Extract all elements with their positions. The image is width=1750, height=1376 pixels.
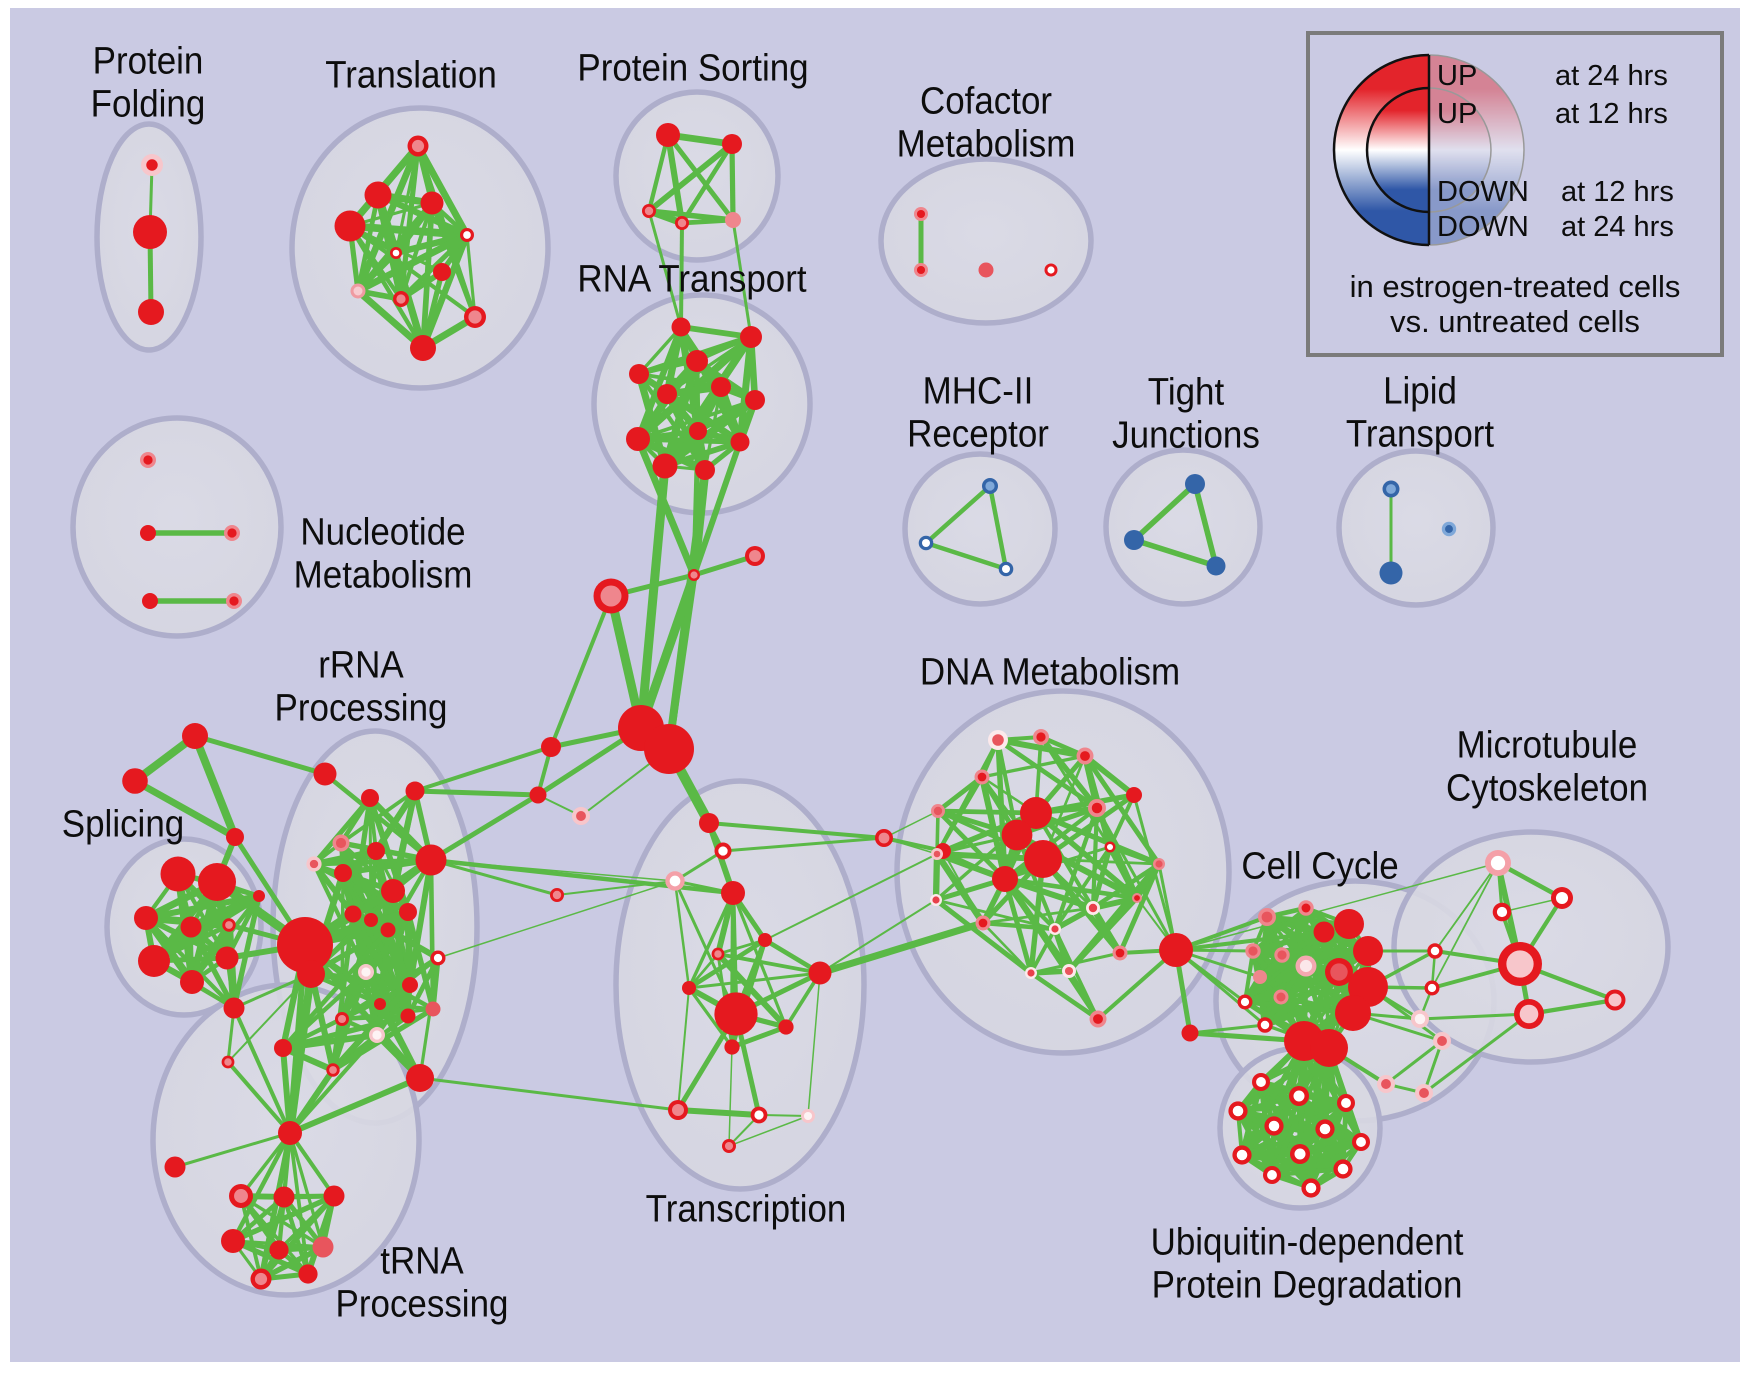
svg-text:Tight: Tight bbox=[1148, 370, 1224, 413]
svg-text:Microtubule: Microtubule bbox=[1457, 723, 1638, 766]
svg-text:in estrogen-treated cells: in estrogen-treated cells bbox=[1350, 269, 1681, 304]
svg-text:RNA Transport: RNA Transport bbox=[577, 257, 806, 300]
svg-text:DOWN: DOWN bbox=[1437, 176, 1529, 208]
svg-text:Protein: Protein bbox=[93, 39, 204, 82]
svg-text:Splicing: Splicing bbox=[62, 802, 184, 845]
svg-text:UP: UP bbox=[1437, 98, 1477, 130]
svg-text:Protein Sorting: Protein Sorting bbox=[577, 46, 808, 89]
svg-text:Transport: Transport bbox=[1346, 412, 1494, 455]
svg-text:Metabolism: Metabolism bbox=[294, 553, 473, 596]
svg-text:tRNA: tRNA bbox=[380, 1239, 464, 1282]
svg-text:at 24 hrs: at 24 hrs bbox=[1555, 60, 1668, 92]
svg-text:at 24 hrs: at 24 hrs bbox=[1561, 211, 1674, 243]
svg-text:Ubiquitin-dependent: Ubiquitin-dependent bbox=[1151, 1220, 1464, 1263]
svg-text:Translation: Translation bbox=[325, 53, 497, 96]
svg-text:Transcription: Transcription bbox=[646, 1187, 847, 1230]
svg-text:Folding: Folding bbox=[91, 82, 206, 125]
svg-text:Receptor: Receptor bbox=[907, 412, 1049, 455]
svg-text:at 12 hrs: at 12 hrs bbox=[1555, 98, 1668, 130]
svg-text:Junctions: Junctions bbox=[1112, 413, 1260, 456]
svg-text:UP: UP bbox=[1437, 60, 1477, 92]
svg-text:DOWN: DOWN bbox=[1437, 211, 1529, 243]
svg-text:Lipid: Lipid bbox=[1383, 369, 1457, 412]
svg-text:Protein Degradation: Protein Degradation bbox=[1152, 1263, 1463, 1306]
svg-text:Metabolism: Metabolism bbox=[897, 122, 1076, 165]
svg-text:Cytoskeleton: Cytoskeleton bbox=[1446, 766, 1648, 809]
svg-text:rRNA: rRNA bbox=[318, 643, 404, 686]
svg-text:DNA Metabolism: DNA Metabolism bbox=[920, 650, 1180, 693]
svg-text:vs. untreated cells: vs. untreated cells bbox=[1390, 304, 1640, 339]
svg-text:at 12 hrs: at 12 hrs bbox=[1561, 176, 1674, 208]
svg-text:Nucleotide: Nucleotide bbox=[300, 510, 465, 553]
svg-text:Processing: Processing bbox=[275, 686, 448, 729]
svg-text:MHC-II: MHC-II bbox=[923, 369, 1034, 412]
svg-text:Cell Cycle: Cell Cycle bbox=[1241, 844, 1398, 887]
svg-text:Processing: Processing bbox=[336, 1282, 509, 1325]
svg-text:Cofactor: Cofactor bbox=[920, 79, 1052, 122]
